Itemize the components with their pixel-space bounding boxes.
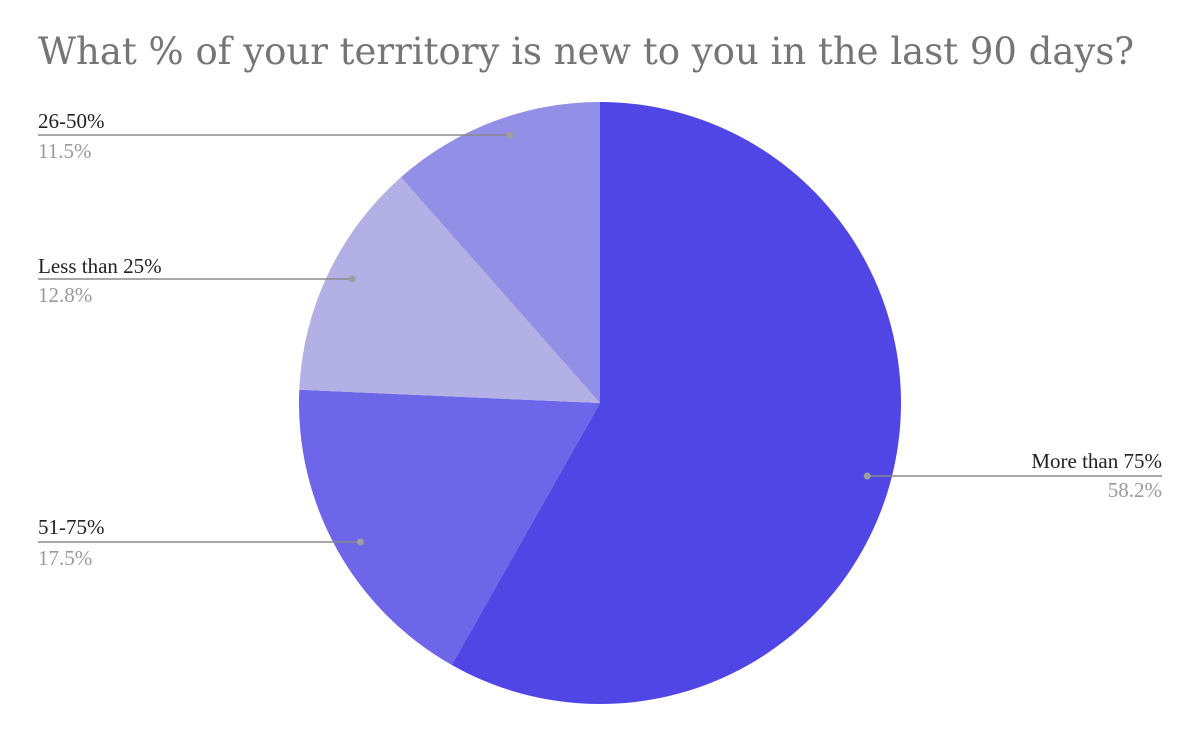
leader-dot (863, 472, 871, 480)
pie-slice (299, 177, 600, 403)
leader-dot (356, 538, 364, 546)
slice-value-label: 58.2% (1108, 478, 1162, 502)
leader-dot (348, 275, 356, 283)
slice-labels: More than 75% 58.2% 51-75% 17.5% Less than 2… (38, 109, 1162, 570)
pie-slices (299, 102, 902, 704)
slice-value-label: 17.5% (38, 546, 92, 570)
slice-label: More than 75% (1031, 449, 1162, 473)
slice-label: 51-75% (38, 515, 105, 539)
leader-dot (506, 131, 514, 139)
slice-value-label: 11.5% (38, 139, 91, 163)
pie-slice (299, 389, 600, 665)
slice-label: 26-50% (38, 109, 105, 133)
slice-label: Less than 25% (38, 254, 162, 278)
pie-slice (451, 102, 902, 704)
pie-slice (400, 102, 600, 403)
chart-title: What % of your territory is new to you i… (38, 30, 1135, 73)
slice-value-label: 12.8% (38, 283, 92, 307)
